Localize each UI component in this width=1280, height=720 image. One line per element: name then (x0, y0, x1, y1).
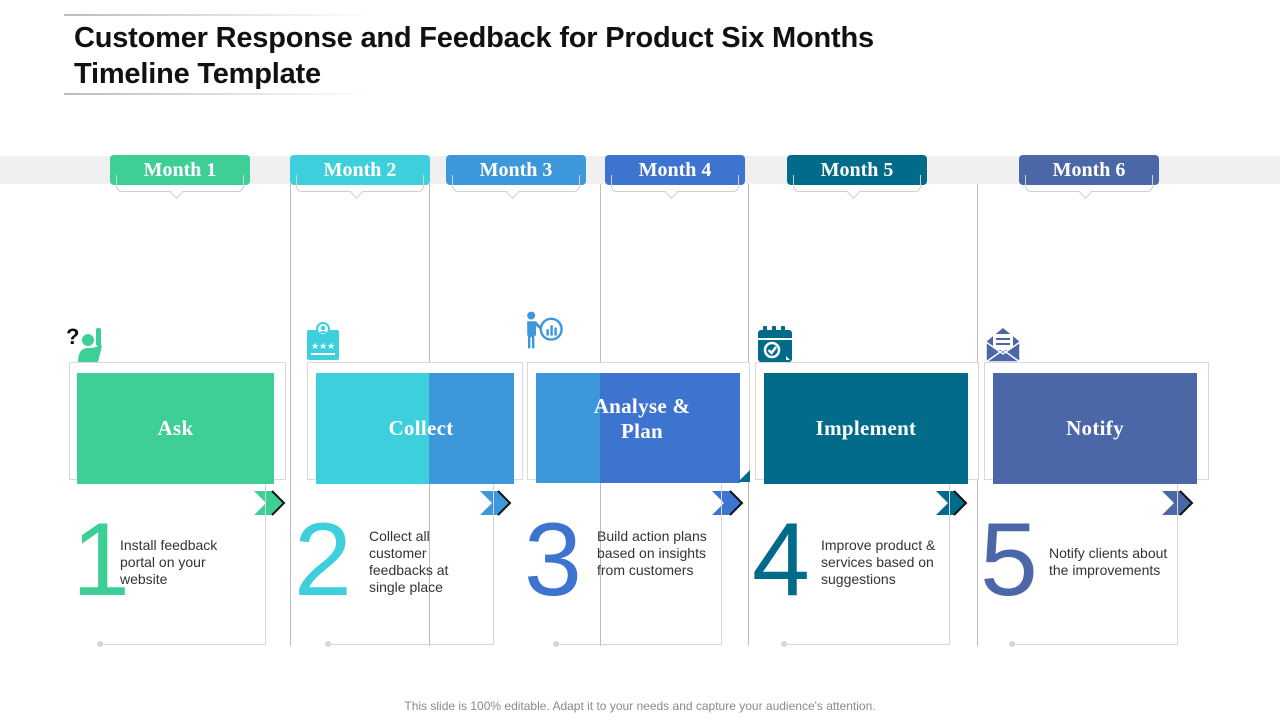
chevron-right-icon (254, 490, 286, 516)
month-tab-2: Month 2 (290, 155, 430, 199)
month-tab-1: Month 1 (110, 155, 250, 199)
calendar-check-icon (758, 326, 792, 362)
stage-notify: Notify (993, 373, 1197, 484)
step-dot (325, 641, 331, 647)
month-label: Month 3 (479, 159, 553, 181)
chevron-right-icon (936, 490, 968, 516)
step-dot (1009, 641, 1015, 647)
month-label: Month 4 (638, 159, 712, 181)
footer-note: This slide is 100% editable. Adapt it to… (404, 699, 876, 713)
month-label: Month 2 (323, 159, 397, 181)
step-number: 4 (752, 502, 810, 618)
stage-implement: Implement (764, 373, 968, 484)
month-label: Month 6 (1052, 159, 1126, 181)
raised-hand-question-icon: ? (66, 324, 102, 362)
chevron-right-icon (712, 490, 744, 516)
title-divider-top (64, 14, 374, 16)
stage-label: Ask (157, 416, 194, 440)
presenter-chart-icon (527, 311, 563, 349)
step-number: 5 (980, 502, 1038, 618)
step-description: Build action plans based on insights fro… (597, 528, 707, 578)
step-description: Install feedback portal on your website (120, 537, 218, 587)
title-divider-bottom (64, 93, 374, 95)
step-description: Collect all customer feedbacks at single… (369, 528, 449, 595)
step-description: Improve product & services based on sugg… (821, 537, 936, 587)
step-outline (100, 484, 266, 645)
chevron-right-icon (480, 490, 512, 516)
step-dot (97, 641, 103, 647)
stage-label: Implement (815, 416, 917, 440)
month-label: Month 1 (143, 159, 217, 181)
stage-collect-accent (429, 373, 514, 484)
step-dot (781, 641, 787, 647)
step-dot (553, 641, 559, 647)
step-outline (1012, 484, 1178, 645)
step-outline (556, 484, 722, 645)
stage-analyse-accent (600, 373, 740, 483)
month-tab-3: Month 3 (446, 155, 586, 199)
stage-label: Notify (1066, 416, 1124, 440)
envelope-icon (985, 328, 1021, 363)
step-description: Notify clients about the improvements (1049, 545, 1168, 578)
step-number: 2 (294, 502, 352, 618)
corner-marker (738, 470, 750, 482)
step-outline (784, 484, 950, 645)
step-number: 1 (72, 502, 130, 618)
slide-title: Customer Response and Feedback for Produ… (74, 22, 874, 90)
stage-label: Analyse & Plan (593, 394, 691, 443)
stage-ask: Ask (77, 373, 274, 484)
month-tab-4: Month 4 (605, 155, 745, 199)
step-outline (328, 484, 494, 645)
timeline-divider (290, 184, 291, 646)
stage-collect: Collect (316, 373, 526, 484)
month-tab-6: Month 6 (1019, 155, 1159, 199)
step-number: 3 (524, 502, 582, 618)
svg-text:★★★: ★★★ (311, 342, 335, 352)
month-label: Month 5 (820, 159, 894, 181)
svg-text:?: ? (66, 324, 79, 349)
stage-analyse-plan: Analyse & Plan (536, 364, 748, 474)
rating-badge-icon: ★★★ (307, 322, 339, 360)
month-tab-5: Month 5 (787, 155, 927, 199)
stage-label: Collect (388, 416, 454, 440)
